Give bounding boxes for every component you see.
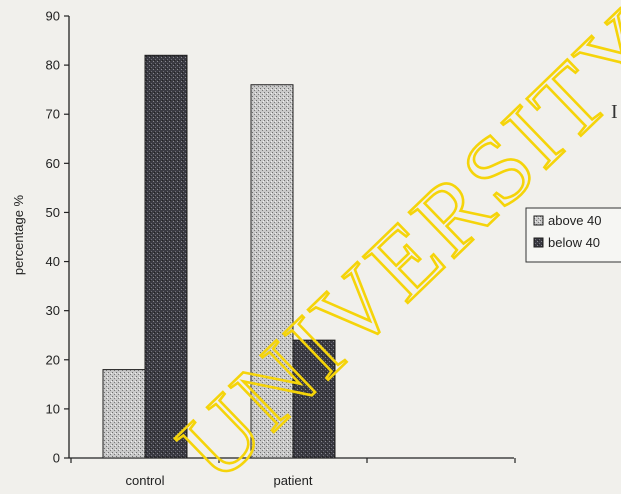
legend-label: above 40	[548, 213, 602, 228]
x-tick-label: patient	[273, 473, 312, 488]
y-tick-label: 70	[46, 107, 60, 122]
y-tick-label: 30	[46, 303, 60, 318]
y-tick-label: 50	[46, 205, 60, 220]
x-tick-label: control	[125, 473, 164, 488]
y-axis-title: percentage %	[11, 194, 26, 275]
bar-patient-below-40	[292, 339, 336, 459]
y-tick-label: 80	[46, 58, 60, 73]
legend-swatch	[533, 215, 544, 226]
y-tick-label: 0	[53, 451, 60, 466]
legend-label: below 40	[548, 235, 600, 250]
plot-area: 0 10 20 30 40 50 60 70 80 90 control patient	[46, 9, 516, 488]
legend-swatch	[533, 237, 544, 248]
y-tick-label: 90	[46, 9, 60, 24]
y-tick-label: 40	[46, 254, 60, 269]
bar-patient-above-40	[250, 84, 294, 459]
y-tick-label: 60	[46, 156, 60, 171]
bar-control-above-40	[102, 369, 146, 459]
y-tick-label: 10	[46, 401, 60, 416]
y-tick-label: 20	[46, 352, 60, 367]
legend: above 40 below 40	[525, 207, 621, 263]
bar-control-below-40	[144, 54, 188, 459]
stray-glyph: I	[611, 101, 618, 123]
